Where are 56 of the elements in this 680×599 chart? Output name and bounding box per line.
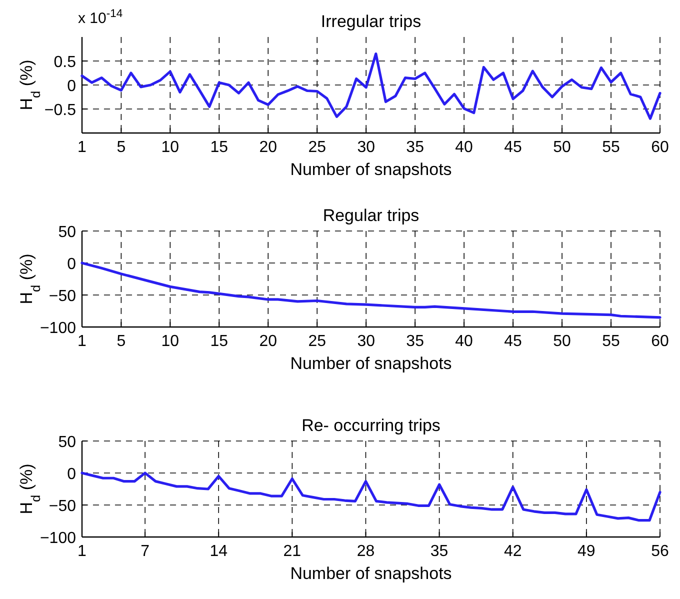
y-tick-label: 0 — [67, 256, 76, 273]
x-axis-title: Number of snapshots — [290, 354, 452, 373]
y-tick-label: −50 — [48, 498, 76, 515]
y-tick-label: 0 — [67, 78, 76, 95]
y-tick-label: 50 — [58, 434, 76, 451]
x-tick-label: 50 — [553, 139, 572, 156]
x-tick-label: 60 — [651, 139, 669, 156]
x-tick-label: 5 — [116, 333, 126, 350]
x-axis-title: Number of snapshots — [290, 564, 452, 583]
line-series — [80, 472, 662, 522]
x-tick-label: 7 — [140, 543, 150, 560]
x-tick-label: 35 — [406, 333, 424, 350]
x-tick-label: 15 — [210, 139, 228, 156]
y-tick-label: 50 — [58, 224, 76, 241]
x-axis-title: Number of snapshots — [290, 160, 452, 179]
y-tick-label: −0.5 — [44, 102, 76, 119]
x-tick-label: 15 — [210, 333, 228, 350]
x-tick-label: 1 — [78, 139, 87, 156]
x-tick-label: 55 — [602, 139, 620, 156]
x-tick-label: 40 — [455, 139, 474, 156]
x-tick-label: 20 — [259, 139, 278, 156]
x-tick-label: 55 — [602, 333, 620, 350]
x-tick-label: 25 — [308, 139, 326, 156]
x-tick-label: 30 — [357, 139, 376, 156]
line-series — [80, 52, 662, 120]
x-tick-label: 10 — [161, 333, 180, 350]
chart-title: Regular trips — [322, 206, 420, 225]
chart-title: Irregular trips — [320, 12, 422, 31]
text: x 10$^{-14}$ — [78, 8, 123, 27]
y-tick-label: −50 — [48, 288, 76, 305]
x-tick-label: 20 — [259, 333, 278, 350]
x-tick-label: 60 — [651, 333, 669, 350]
x-tick-label: 35 — [406, 139, 424, 156]
x-tick-label: 45 — [504, 333, 522, 350]
y-tick-label: −100 — [40, 530, 76, 547]
x-tick-label: 21 — [283, 543, 302, 560]
x-tick-label: 35 — [430, 543, 448, 560]
x-tick-label: 14 — [210, 543, 228, 560]
x-tick-label: 50 — [553, 333, 572, 350]
y-tick-label: −100 — [40, 320, 76, 337]
x-tick-label: 30 — [357, 333, 376, 350]
x-tick-label: 25 — [308, 333, 326, 350]
x-tick-label: 28 — [356, 543, 375, 560]
x-tick-label: 10 — [161, 139, 180, 156]
x-tick-label: 56 — [651, 543, 669, 560]
y-tick-label: 0.5 — [54, 54, 76, 71]
x-tick-label: 42 — [504, 543, 522, 560]
x-tick-label: 40 — [455, 333, 474, 350]
chart-title: Re- occurring trips — [302, 416, 440, 435]
x-tick-label: 49 — [578, 543, 596, 560]
x-tick-label: 5 — [116, 139, 126, 156]
x-tick-label: 45 — [504, 139, 522, 156]
line-series — [80, 262, 662, 319]
y-tick-label: 0 — [67, 466, 76, 483]
x-tick-label: 1 — [78, 543, 87, 560]
x-tick-label: 1 — [78, 333, 87, 350]
